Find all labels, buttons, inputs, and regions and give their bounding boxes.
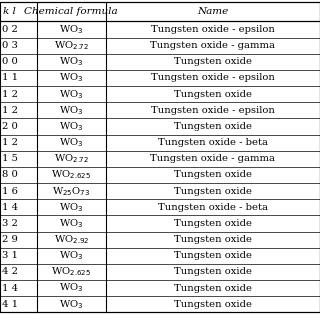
Text: 0 0: 0 0	[2, 57, 18, 66]
Text: WO$_3$: WO$_3$	[59, 136, 84, 149]
Text: WO$_3$: WO$_3$	[59, 249, 84, 262]
Text: WO$_{2.72}$: WO$_{2.72}$	[54, 152, 89, 165]
Text: WO$_3$: WO$_3$	[59, 104, 84, 117]
Text: 1 4: 1 4	[2, 284, 18, 292]
Text: 1 4: 1 4	[2, 203, 18, 212]
Text: Tungsten oxide - epsilon: Tungsten oxide - epsilon	[151, 25, 275, 34]
Text: 1 2: 1 2	[2, 106, 18, 115]
Text: WO$_3$: WO$_3$	[59, 298, 84, 311]
Text: Tungsten oxide: Tungsten oxide	[174, 235, 252, 244]
Text: WO$_3$: WO$_3$	[59, 55, 84, 68]
Text: 1 6: 1 6	[2, 187, 18, 196]
Text: Tungsten oxide: Tungsten oxide	[174, 90, 252, 99]
Text: WO$_3$: WO$_3$	[59, 23, 84, 36]
Text: Tungsten oxide - beta: Tungsten oxide - beta	[158, 203, 268, 212]
Text: Tungsten oxide: Tungsten oxide	[174, 251, 252, 260]
Text: 1 2: 1 2	[2, 90, 18, 99]
Text: k l: k l	[3, 7, 15, 16]
Text: Tungsten oxide: Tungsten oxide	[174, 187, 252, 196]
Text: 4 1: 4 1	[2, 300, 18, 309]
Text: 3 1: 3 1	[2, 251, 18, 260]
Text: 0 2: 0 2	[2, 25, 18, 34]
Text: WO$_3$: WO$_3$	[59, 88, 84, 100]
Text: 2 0: 2 0	[2, 122, 18, 131]
Text: Name: Name	[197, 7, 228, 16]
Text: Tungsten oxide: Tungsten oxide	[174, 219, 252, 228]
Text: Tungsten oxide - beta: Tungsten oxide - beta	[158, 138, 268, 147]
Text: 1 5: 1 5	[2, 154, 18, 163]
Text: 0 3: 0 3	[2, 41, 18, 50]
Text: Tungsten oxide - gamma: Tungsten oxide - gamma	[150, 41, 275, 50]
Text: WO$_3$: WO$_3$	[59, 282, 84, 294]
Text: Tungsten oxide: Tungsten oxide	[174, 268, 252, 276]
Text: WO$_{2.625}$: WO$_{2.625}$	[51, 169, 91, 181]
Text: W$_{25}$O$_{73}$: W$_{25}$O$_{73}$	[52, 185, 90, 197]
Text: Chemical formula: Chemical formula	[24, 7, 118, 16]
Text: Tungsten oxide: Tungsten oxide	[174, 122, 252, 131]
Text: WO$_{2.92}$: WO$_{2.92}$	[53, 233, 89, 246]
Text: 2 9: 2 9	[2, 235, 18, 244]
Text: WO$_3$: WO$_3$	[59, 72, 84, 84]
Text: Tungsten oxide - epsilon: Tungsten oxide - epsilon	[151, 74, 275, 83]
Text: WO$_{2.625}$: WO$_{2.625}$	[51, 266, 91, 278]
Text: WO$_3$: WO$_3$	[59, 120, 84, 133]
Text: 3 2: 3 2	[2, 219, 18, 228]
Text: 8 0: 8 0	[2, 171, 18, 180]
Text: WO$_{2.72}$: WO$_{2.72}$	[54, 39, 89, 52]
Text: WO$_3$: WO$_3$	[59, 201, 84, 214]
Text: 1 2: 1 2	[2, 138, 18, 147]
Text: Tungsten oxide - gamma: Tungsten oxide - gamma	[150, 154, 275, 163]
Text: 1 1: 1 1	[2, 74, 18, 83]
Text: WO$_3$: WO$_3$	[59, 217, 84, 230]
Text: Tungsten oxide: Tungsten oxide	[174, 300, 252, 309]
Text: Tungsten oxide: Tungsten oxide	[174, 284, 252, 292]
Text: 4 2: 4 2	[2, 268, 18, 276]
Text: Tungsten oxide: Tungsten oxide	[174, 171, 252, 180]
Text: Tungsten oxide: Tungsten oxide	[174, 57, 252, 66]
Text: Tungsten oxide - epsilon: Tungsten oxide - epsilon	[151, 106, 275, 115]
